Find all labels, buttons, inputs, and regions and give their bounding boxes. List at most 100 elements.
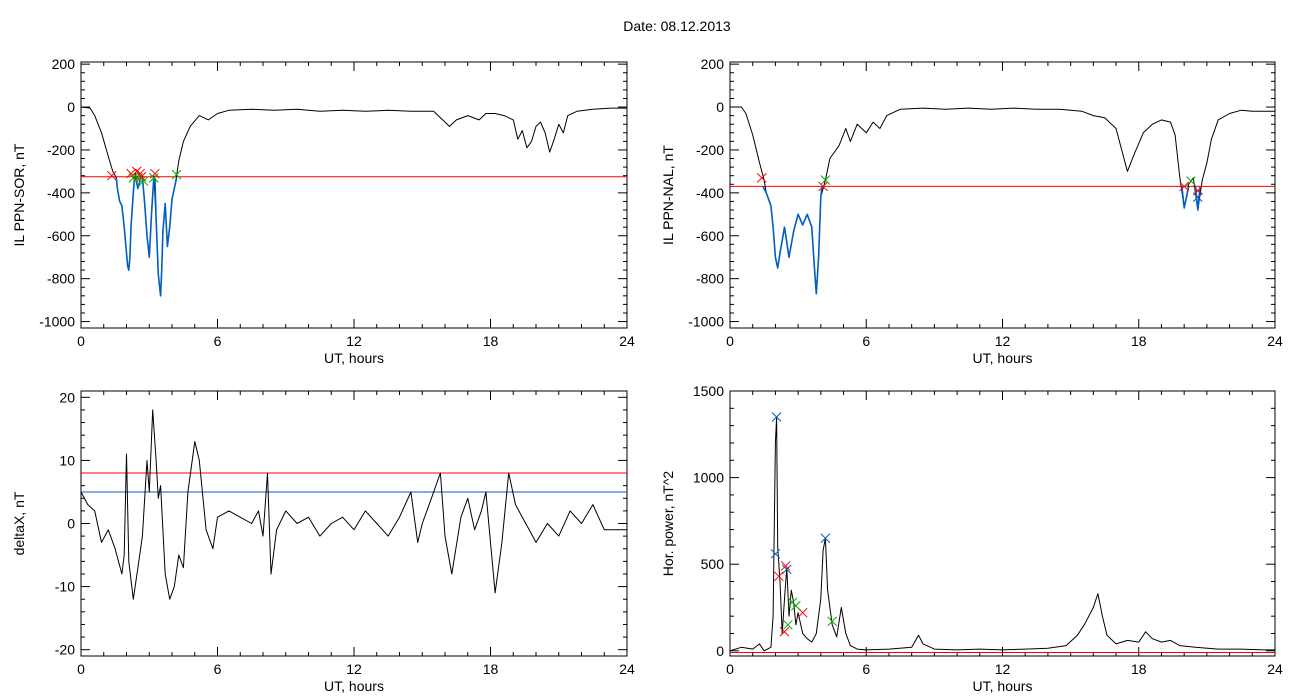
y-tick-label: -10 xyxy=(55,579,75,595)
marker-stroke xyxy=(773,571,784,582)
marker-x-red xyxy=(106,170,117,181)
marker-x-blue xyxy=(1192,192,1203,202)
marker-stroke xyxy=(1192,192,1203,202)
marker-stroke xyxy=(771,412,782,422)
y-tick-label: 200 xyxy=(701,56,725,72)
plot-frame xyxy=(80,61,628,329)
marker-stroke xyxy=(171,169,182,180)
y-tick-label: 0 xyxy=(716,99,724,115)
chart-panel-3: 0 6 12 18 24 20 10 0 -10 -20 UT, hours deltaX, nT xyxy=(11,389,635,694)
marker-x-green xyxy=(827,616,838,627)
marker-stroke xyxy=(756,172,767,183)
marker-x-green xyxy=(148,172,159,183)
marker-stroke xyxy=(797,607,808,618)
x-axis-label: UT, hours xyxy=(324,678,384,694)
series-line-1 xyxy=(730,416,1275,652)
marker-stroke xyxy=(138,176,149,186)
x-axis-label: UT, hours xyxy=(973,678,1033,694)
x-tick-label: 24 xyxy=(619,661,635,677)
marker-x-green xyxy=(783,619,793,630)
x-tick-label: 24 xyxy=(619,333,635,349)
y-tick-label: -600 xyxy=(47,228,75,244)
plot-frame xyxy=(729,390,1276,657)
y-tick-label: -200 xyxy=(696,142,724,158)
marker-stroke xyxy=(128,172,139,183)
x-tick-label: 0 xyxy=(77,333,85,349)
x-axis-label: UT, hours xyxy=(973,350,1033,366)
marker-x-green xyxy=(133,172,143,183)
series-line-1 xyxy=(81,106,627,297)
series-line-5 xyxy=(154,177,178,297)
x-tick-label: 0 xyxy=(726,333,734,349)
x-tick-label: 12 xyxy=(346,333,362,349)
marker-x-green xyxy=(820,175,831,185)
marker-x-red xyxy=(780,561,791,571)
y-tick-label: -20 xyxy=(55,642,75,658)
marker-stroke xyxy=(820,175,831,185)
x-tick-label: 24 xyxy=(1267,661,1283,677)
marker-stroke xyxy=(820,533,831,544)
series-line-3 xyxy=(1181,186,1190,209)
marker-x-green xyxy=(791,600,801,611)
marker-x-red xyxy=(779,626,790,637)
marker-stroke xyxy=(780,561,791,571)
y-tick-label: -800 xyxy=(696,271,724,287)
y-tick-label: 1500 xyxy=(693,383,724,399)
x-tick-label: 6 xyxy=(214,333,222,349)
y-tick-label: -400 xyxy=(47,185,75,201)
marker-stroke xyxy=(827,616,838,627)
marker-x-red xyxy=(818,181,828,192)
marker-stroke xyxy=(106,170,117,181)
x-tick-label: 18 xyxy=(1131,661,1147,677)
y-tick-label: 200 xyxy=(52,56,76,72)
marker-x-red xyxy=(773,571,784,582)
y-tick-label: 0 xyxy=(716,643,724,659)
x-tick-label: 12 xyxy=(995,333,1011,349)
series-line-1 xyxy=(730,106,1275,295)
series-line-1 xyxy=(81,409,627,600)
x-tick-label: 6 xyxy=(214,661,222,677)
marker-stroke xyxy=(133,172,143,183)
marker-x-blue xyxy=(771,412,782,422)
x-tick-label: 18 xyxy=(483,333,499,349)
x-tick-label: 12 xyxy=(995,661,1011,677)
marker-stroke xyxy=(1186,176,1196,186)
x-tick-label: 0 xyxy=(77,661,85,677)
marker-stroke xyxy=(136,171,147,182)
x-tick-label: 6 xyxy=(862,333,870,349)
y-axis-label: Hor. power, nT^2 xyxy=(660,471,676,577)
series-line-4 xyxy=(1194,186,1201,211)
x-axis-label: UT, hours xyxy=(324,350,384,366)
y-tick-label: 500 xyxy=(701,556,725,572)
y-tick-label: 0 xyxy=(67,99,75,115)
y-tick-label: -1000 xyxy=(688,314,724,330)
plot-area xyxy=(730,412,1275,654)
plot-area xyxy=(81,409,627,600)
marker-stroke xyxy=(1179,181,1190,192)
series-line-2 xyxy=(115,177,136,271)
figure-title: Date: 08.12.2013 xyxy=(623,18,731,34)
marker-x-green xyxy=(128,172,139,183)
plot-area xyxy=(730,106,1275,295)
chart-panel-2: 0 6 12 18 24 200 0 -200 -400 -600 -800 -1000 UT, hou… xyxy=(660,56,1283,366)
marker-stroke xyxy=(791,600,801,611)
y-tick-label: 20 xyxy=(59,389,75,405)
marker-x-green xyxy=(1186,176,1196,186)
series-line-4 xyxy=(141,177,155,258)
marker-stroke xyxy=(126,168,136,179)
y-tick-label: -800 xyxy=(47,271,75,287)
marker-stroke xyxy=(770,548,781,559)
chart-panel-1: 0 6 12 18 24 200 0 -200 -400 -600 -800 -1000 UT, hou… xyxy=(11,56,635,366)
x-tick-label: 18 xyxy=(1131,333,1147,349)
y-axis-label: deltaX, nT xyxy=(11,491,27,555)
y-tick-label: 10 xyxy=(59,452,75,468)
marker-x-red xyxy=(1179,181,1190,192)
plot-area xyxy=(81,106,627,297)
x-tick-label: 12 xyxy=(346,661,362,677)
y-tick-label: -200 xyxy=(47,142,75,158)
x-tick-label: 0 xyxy=(726,661,734,677)
marker-stroke xyxy=(148,172,159,183)
marker-stroke xyxy=(781,564,792,575)
y-tick-label: -1000 xyxy=(39,314,75,330)
